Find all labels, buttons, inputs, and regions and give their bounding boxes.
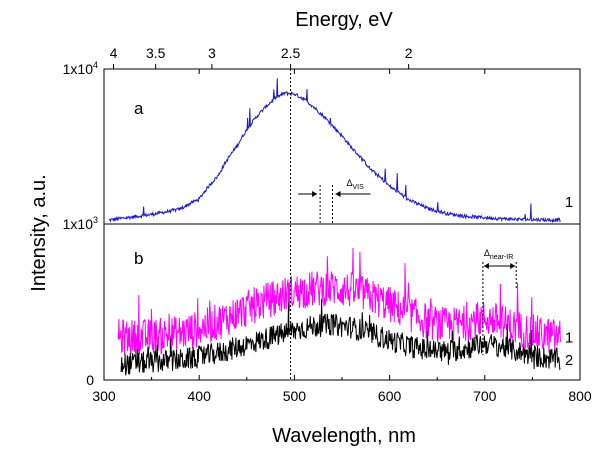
top-axis-title: Energy, eV <box>295 9 393 31</box>
x-axis-title: Wavelength, nm <box>272 425 416 447</box>
y-tick-label-a: 1x103 <box>63 215 98 232</box>
energy-tick-label: 3 <box>208 45 216 61</box>
nearir-subscript: near-IR <box>490 254 513 261</box>
energy-tick-label: 2.5 <box>281 45 301 61</box>
x-tick-label: 700 <box>473 388 497 404</box>
y-axis-title: Intensity, a.u. <box>28 174 50 291</box>
energy-tick-label: 2 <box>405 45 413 61</box>
vis-arrow-left-head <box>312 191 318 197</box>
annotation-group <box>290 69 517 380</box>
vis-annotation-label: ΔVIS <box>346 178 364 191</box>
panel-label-a: a <box>134 99 144 118</box>
vis-arrow-right-head <box>335 191 341 197</box>
series-group <box>108 78 561 376</box>
y-tick-base: 1x10 <box>63 61 94 77</box>
y-tick-exponent: 4 <box>93 60 98 70</box>
energy-tick-label: 3.5 <box>146 45 166 61</box>
vis-subscript: VIS <box>352 184 364 191</box>
y-tick-exponent: 3 <box>93 215 98 225</box>
nearir-annotation-label: Δnear-IR <box>484 248 513 261</box>
series-a-1 <box>108 78 561 224</box>
nearir-arrow-head-left <box>483 263 489 269</box>
y-tick-base: 1x10 <box>63 216 94 232</box>
x-tick-label: 400 <box>188 388 212 404</box>
curve-label-b-1: 1 <box>565 329 573 346</box>
series-b-2 <box>120 299 561 376</box>
panel-label-b: b <box>134 249 143 268</box>
series-b-1 <box>117 247 561 356</box>
nearir-arrow-head-right <box>510 263 516 269</box>
energy-tick-label: 4 <box>110 45 118 61</box>
curve-label-b-2: 2 <box>565 352 573 369</box>
x-tick-label: 800 <box>568 388 592 404</box>
x-tick-label: 500 <box>283 388 307 404</box>
x-tick-label: 300 <box>92 388 116 404</box>
curve-label-a-1: 1 <box>565 194 573 211</box>
text-group: Energy, eV Wavelength, nm Intensity, a.u… <box>28 9 592 447</box>
y-tick-label-a: 1x104 <box>63 60 98 77</box>
nearir-delta: Δ <box>484 248 490 258</box>
plot-frame-group <box>103 64 581 381</box>
y-tick-label-b: 0 <box>86 372 94 388</box>
vis-delta: Δ <box>346 178 352 188</box>
x-tick-label: 600 <box>378 388 402 404</box>
